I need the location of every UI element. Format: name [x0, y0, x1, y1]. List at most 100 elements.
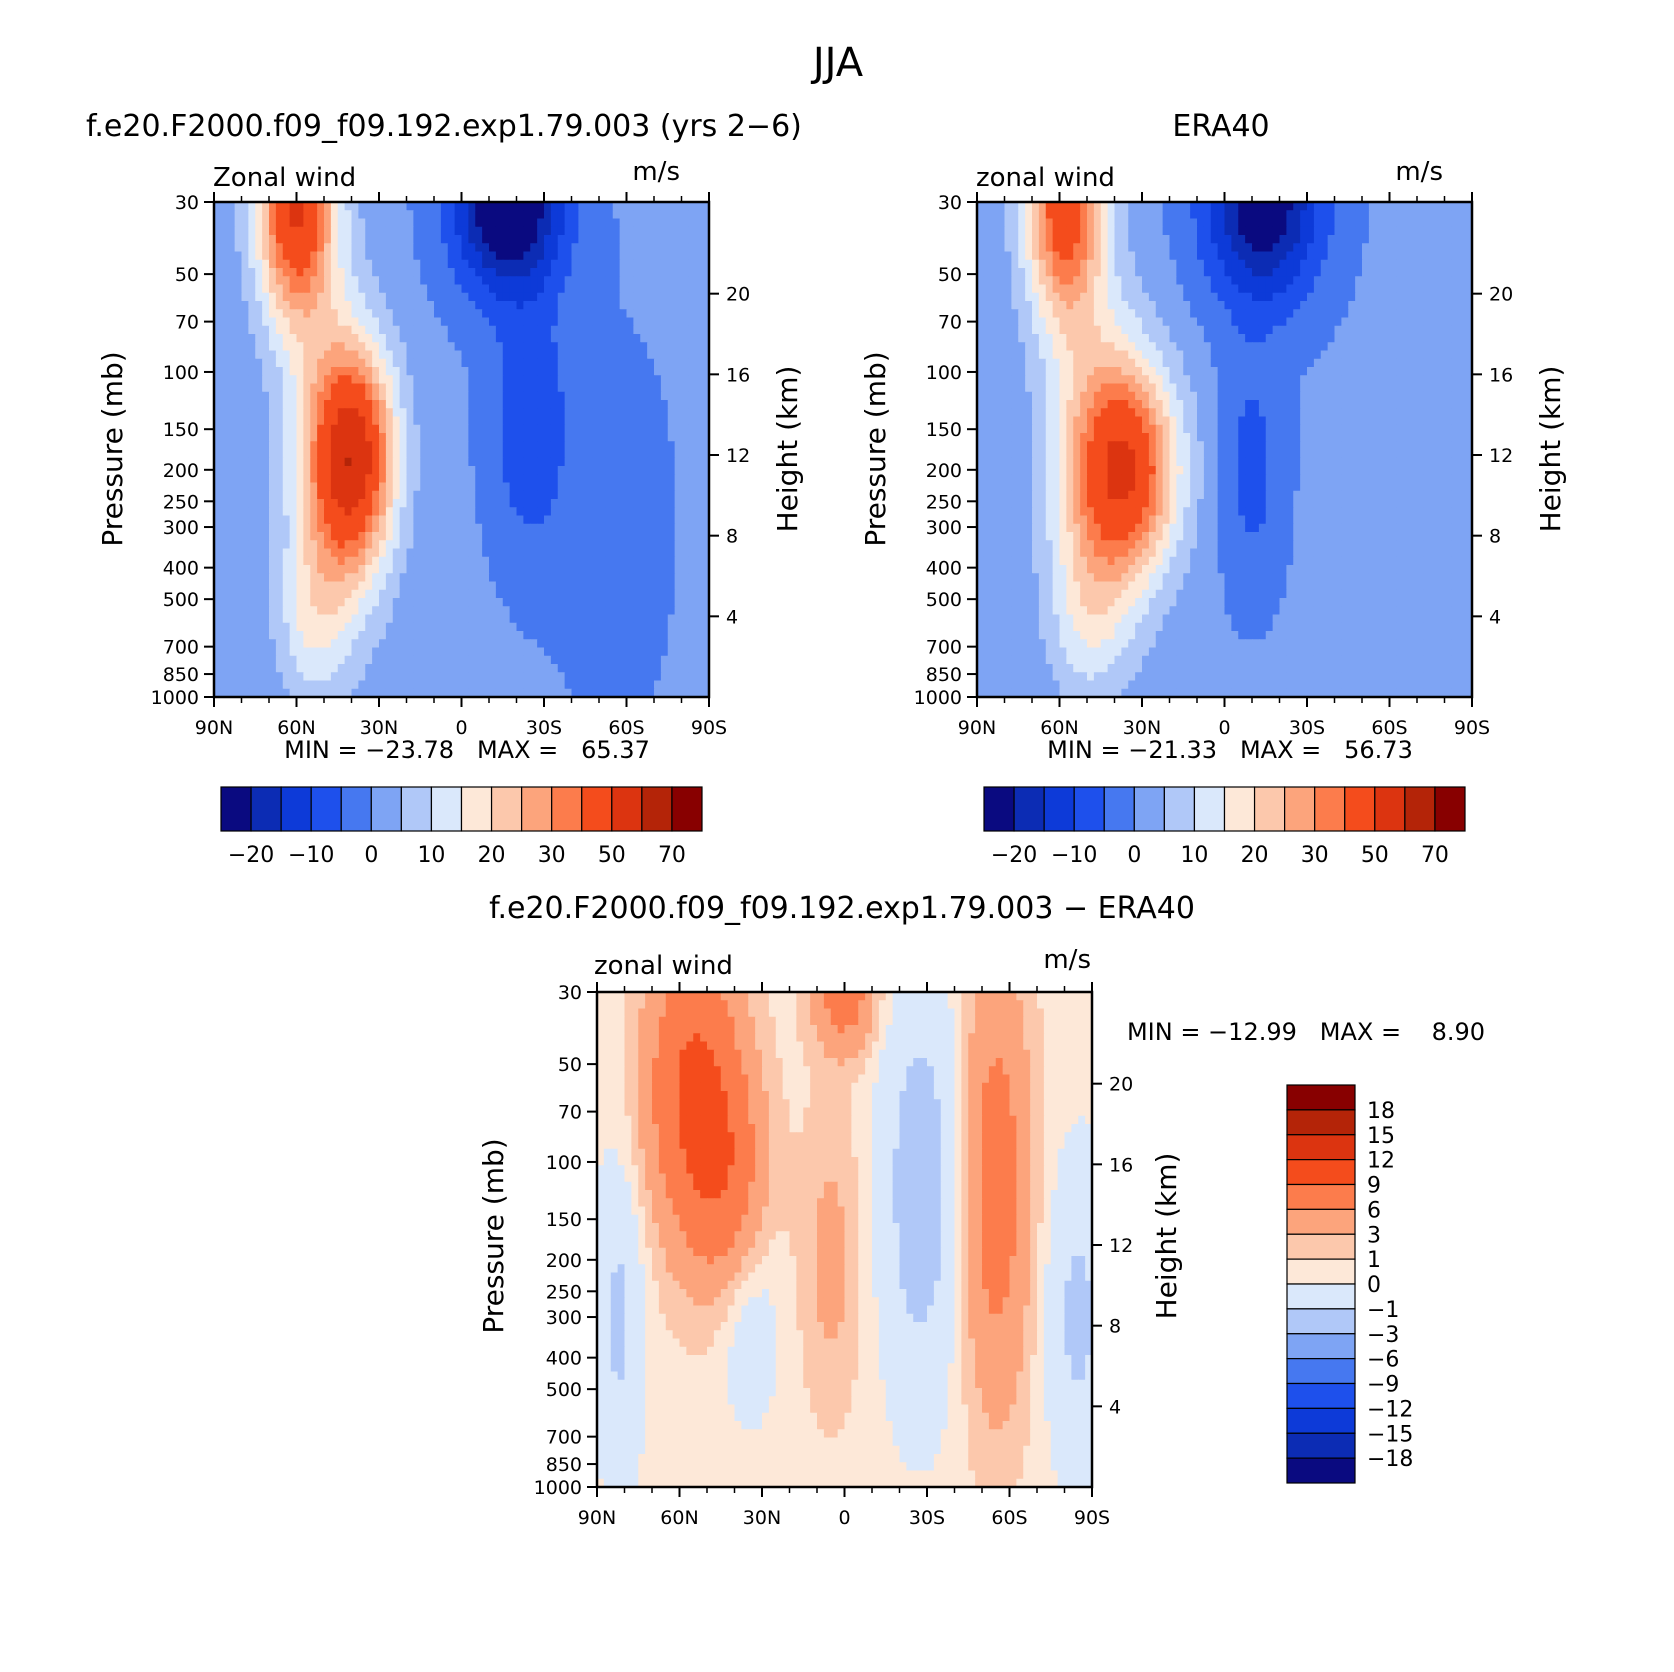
- contour-cell: [248, 664, 256, 673]
- contour-cell: [681, 647, 689, 657]
- contour-cell: [1121, 218, 1129, 228]
- contour-cell: [248, 210, 256, 220]
- contour-cell: [1389, 235, 1397, 244]
- contour-cell: [365, 540, 373, 550]
- contour-cell: [399, 342, 408, 352]
- contour-cell: [454, 350, 463, 360]
- contour-cell: [358, 383, 366, 393]
- contour-cell: [495, 309, 504, 319]
- contour-cell: [667, 309, 676, 319]
- contour-cell: [592, 284, 600, 294]
- contour-cell: [275, 433, 284, 442]
- contour-cell: [1197, 226, 1205, 236]
- contour-cell: [289, 235, 298, 244]
- contour-cell: [681, 449, 689, 459]
- contour-cell: [1025, 218, 1033, 228]
- contour-cell: [365, 457, 373, 467]
- contour-cell: [544, 532, 552, 541]
- contour-cell: [523, 301, 531, 310]
- contour-cell: [1210, 218, 1219, 228]
- contour-cell: [344, 664, 353, 673]
- contour-cell: [1444, 251, 1452, 261]
- contour-cell: [227, 325, 236, 335]
- contour-cell: [585, 202, 593, 211]
- contour-cell: [695, 672, 703, 682]
- contour-cell: [1307, 251, 1315, 261]
- contour-cell: [605, 449, 614, 459]
- contour-cell: [434, 655, 442, 665]
- contour-cell: [516, 251, 524, 261]
- contour-cell: [227, 251, 236, 261]
- contour-cell: [358, 466, 366, 475]
- y-tick-label: 100: [163, 362, 199, 384]
- contour-cell: [317, 433, 325, 442]
- contour-cell: [592, 639, 600, 649]
- contour-cell: [372, 441, 380, 451]
- contour-cell: [269, 218, 277, 228]
- contour-cell: [344, 259, 353, 269]
- contour-cell: [1437, 202, 1446, 211]
- contour-cell: [983, 235, 992, 244]
- contour-cell: [516, 284, 524, 294]
- contour-cell: [599, 540, 607, 550]
- contour-cell: [468, 268, 476, 277]
- colorbar-box: [611, 786, 643, 832]
- contour-cell: [365, 226, 373, 236]
- contour-cell: [413, 424, 421, 434]
- contour-cell: [358, 301, 366, 310]
- contour-cell: [475, 350, 483, 360]
- contour-cell: [330, 317, 339, 327]
- contour-cell: [667, 268, 676, 277]
- contour-cell: [674, 515, 683, 525]
- contour-cell: [681, 614, 689, 624]
- contour-cell: [667, 433, 676, 442]
- contour-cell: [667, 573, 676, 583]
- contour-cell: [571, 334, 579, 343]
- contour-cell: [537, 474, 545, 484]
- contour-cell: [269, 367, 277, 376]
- contour-cell: [1032, 226, 1040, 236]
- contour-cell: [234, 276, 243, 286]
- contour-cell: [1183, 259, 1191, 269]
- contour-cell: [702, 631, 710, 640]
- contour-cell: [379, 375, 387, 385]
- contour-cell: [1375, 218, 1384, 228]
- contour-cell: [647, 598, 655, 607]
- contour-cell: [482, 466, 490, 475]
- contour-cell: [592, 680, 600, 690]
- contour-cell: [619, 664, 628, 673]
- contour-cell: [550, 556, 559, 566]
- contour-cell: [227, 523, 236, 533]
- contour-cell: [269, 532, 277, 541]
- colorbar-box: [460, 786, 493, 832]
- contour-cell: [660, 391, 669, 401]
- contour-cell: [392, 400, 401, 409]
- contour-cell: [358, 367, 366, 376]
- contour-cell: [282, 449, 291, 459]
- contour-cell: [1279, 202, 1287, 211]
- contour-cell: [495, 540, 504, 550]
- contour-cell: [530, 639, 538, 649]
- contour-cell: [537, 358, 545, 368]
- contour-cell: [1313, 235, 1322, 244]
- contour-cell: [255, 226, 263, 236]
- contour-cell: [255, 507, 263, 517]
- contour-cell: [413, 375, 421, 385]
- contour-cell: [324, 532, 332, 541]
- contour-cell: [1320, 202, 1329, 211]
- contour-cell: [640, 647, 648, 657]
- contour-cell: [977, 243, 985, 253]
- contour-cell: [564, 598, 573, 607]
- contour-cell: [248, 680, 256, 690]
- contour-cell: [379, 342, 387, 352]
- contour-cell: [489, 251, 497, 261]
- contour-cell: [351, 515, 359, 525]
- contour-cell: [282, 474, 291, 484]
- contour-cell: [344, 309, 353, 319]
- contour-cell: [626, 226, 634, 236]
- contour-cell: [509, 490, 518, 500]
- contour-cell: [688, 243, 696, 253]
- contour-cell: [1203, 243, 1212, 253]
- contour-cell: [502, 515, 511, 525]
- contour-cell: [674, 251, 683, 261]
